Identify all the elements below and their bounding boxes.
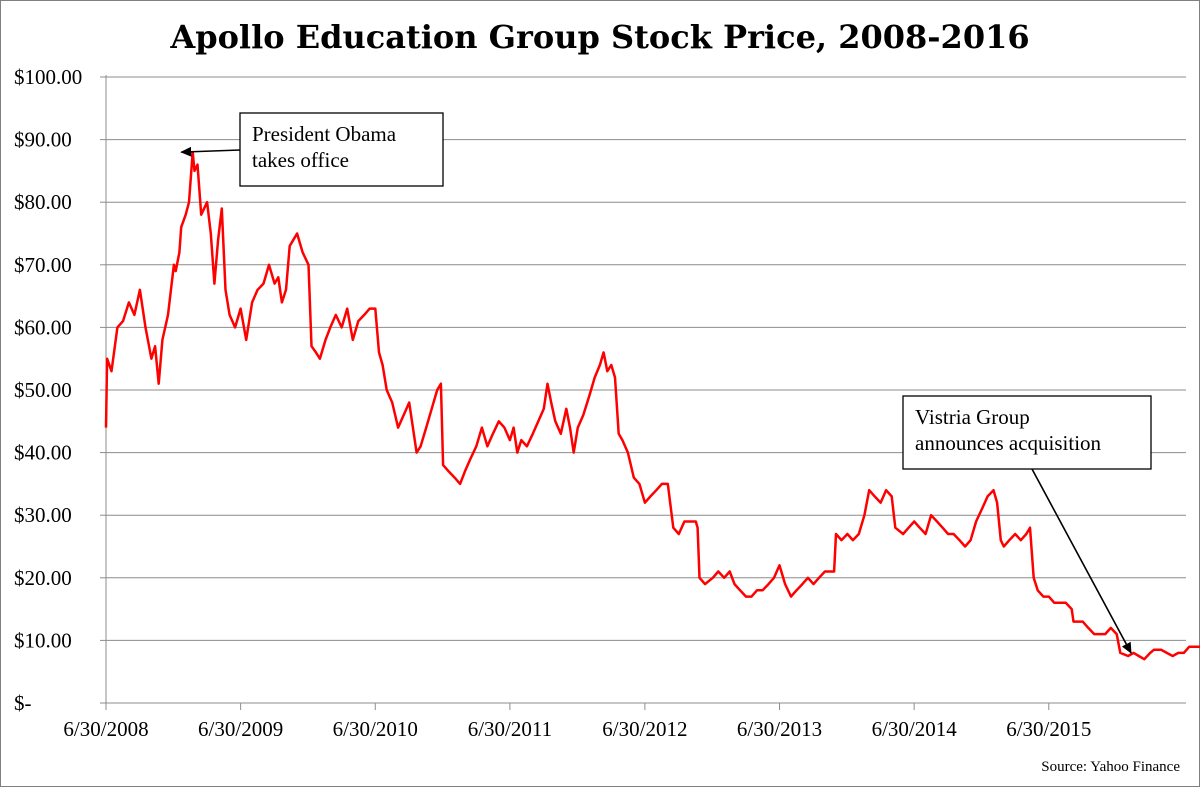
annotation-arrow (180, 146, 241, 157)
y-axis-ticks: $100.00 $90.00 $80.00 $70.00 $60.00 $50.00 $40… (14, 65, 82, 715)
annotation-text: President Obama (252, 122, 397, 146)
x-tick-label: 6/30/2008 (63, 717, 148, 741)
annotation-box (239, 112, 444, 187)
y-tick-label: $90.00 (14, 128, 72, 152)
y-tick-label: $70.00 (14, 253, 72, 277)
x-axis-ticks: 6/30/2008 6/30/2009 6/30/2010 6/30/2011 6/30… (63, 717, 1091, 741)
source-note: Source: Yahoo Finance (1041, 759, 1180, 775)
x-tick-label: 6/30/2015 (1006, 717, 1091, 741)
x-tick-label: 6/30/2014 (872, 717, 958, 741)
y-tick-label: $80.00 (14, 190, 72, 214)
x-tick-label: 6/30/2009 (198, 717, 283, 741)
y-tick-label: $10.00 (14, 628, 72, 652)
x-tick-label: 6/30/2010 (333, 717, 418, 741)
y-tick-label: $40.00 (14, 441, 72, 465)
y-tick-label: $100.00 (14, 65, 82, 89)
annotation-arrow (1031, 468, 1132, 654)
stock-price-line (104, 150, 1200, 661)
y-tick-label: $20.00 (14, 566, 72, 590)
annotation-text: takes office (252, 148, 349, 172)
y-tick-label: $60.00 (14, 315, 72, 339)
annotation-text: announces acquisition (915, 431, 1102, 455)
annotation-box (902, 395, 1152, 470)
y-tick-label: $50.00 (14, 378, 72, 402)
x-tick-label: 6/30/2011 (468, 717, 552, 741)
series-layer (104, 150, 1200, 661)
chart-title: Apollo Education Group Stock Price, 2008… (169, 18, 1029, 56)
y-tick-label: $- (14, 691, 32, 715)
annotation-text: Vistria Group (915, 405, 1030, 429)
x-tick-label: 6/30/2013 (737, 717, 822, 741)
y-tick-label: $30.00 (14, 503, 72, 527)
x-tick-label: 6/30/2012 (602, 717, 687, 741)
